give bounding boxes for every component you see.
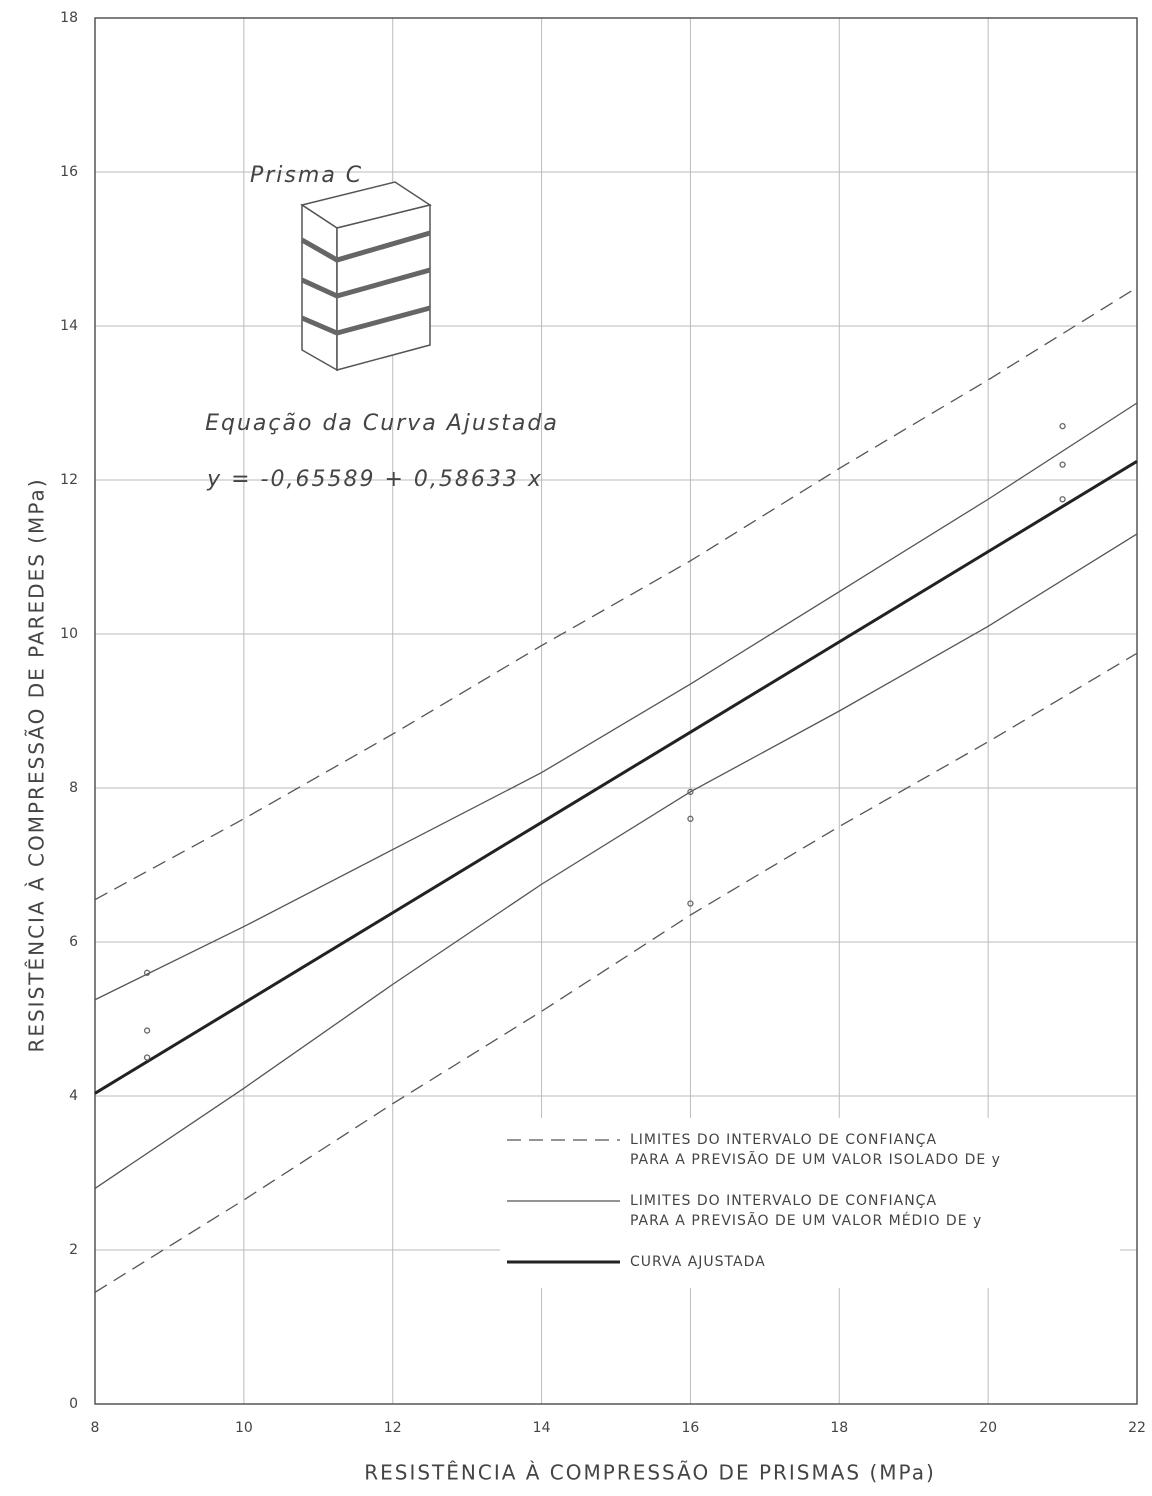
legend-entry: CURVA AJUSTADA	[630, 1254, 766, 1270]
x-tick-label: 8	[91, 1420, 100, 1436]
data-point	[687, 900, 694, 907]
x-tick-label: 20	[979, 1420, 997, 1436]
data-point	[1059, 461, 1066, 468]
series-line	[94, 460, 1138, 1095]
y-tick-label: 6	[69, 934, 78, 950]
x-tick-label: 10	[235, 1420, 253, 1436]
series-line	[94, 402, 1138, 1001]
series-line	[94, 533, 1138, 1189]
y-tick-label: 10	[60, 626, 78, 642]
y-tick-label: 18	[60, 10, 78, 26]
y-tick-label: 4	[69, 1088, 78, 1104]
legend-entry: LIMITES DO INTERVALO DE CONFIANÇA PARA A…	[630, 1193, 983, 1229]
x-axis-label: RESISTÊNCIA À COMPRESSÃO DE PRISMAS (MPa…	[364, 1461, 936, 1485]
y-axis-label: RESISTÊNCIA À COMPRESSÃO DE PAREDES (MPa…	[25, 477, 49, 1052]
prism-icon	[300, 181, 432, 372]
data-point	[1059, 496, 1066, 503]
y-tick-label: 14	[60, 318, 78, 334]
plot-frame	[94, 17, 1138, 1405]
annotation: Prisma C	[250, 163, 363, 188]
y-tick-label: 8	[69, 780, 78, 796]
legend-label: CURVA AJUSTADA	[630, 1254, 766, 1270]
x-tick-label: 12	[384, 1420, 402, 1436]
y-tick-label: 16	[60, 164, 78, 180]
annotation: Equação da Curva Ajustada	[205, 411, 559, 436]
data-point	[143, 1027, 151, 1034]
series-line	[94, 286, 1138, 901]
data-point	[687, 788, 694, 795]
y-tick-label: 12	[60, 472, 78, 488]
x-tick-label: 18	[830, 1420, 848, 1436]
legend-background	[500, 1118, 1120, 1288]
data-point	[687, 815, 694, 822]
series-line	[94, 652, 1138, 1293]
data-point	[1059, 422, 1066, 430]
legend-label: LIMITES DO INTERVALO DE CONFIANÇA PARA A…	[630, 1132, 1001, 1168]
legend-entry: LIMITES DO INTERVALO DE CONFIANÇA PARA A…	[630, 1132, 1001, 1168]
data-point	[143, 1054, 151, 1061]
x-tick-label: 14	[533, 1420, 551, 1436]
x-tick-label: 16	[682, 1420, 700, 1436]
y-tick-label: 0	[69, 1396, 78, 1412]
x-tick-label: 22	[1128, 1420, 1146, 1436]
y-tick-label: 2	[69, 1242, 78, 1258]
annotation: y = -0,65589 + 0,58633 x	[206, 467, 543, 492]
data-point	[143, 969, 151, 976]
legend-label: LIMITES DO INTERVALO DE CONFIANÇA PARA A…	[630, 1193, 983, 1229]
